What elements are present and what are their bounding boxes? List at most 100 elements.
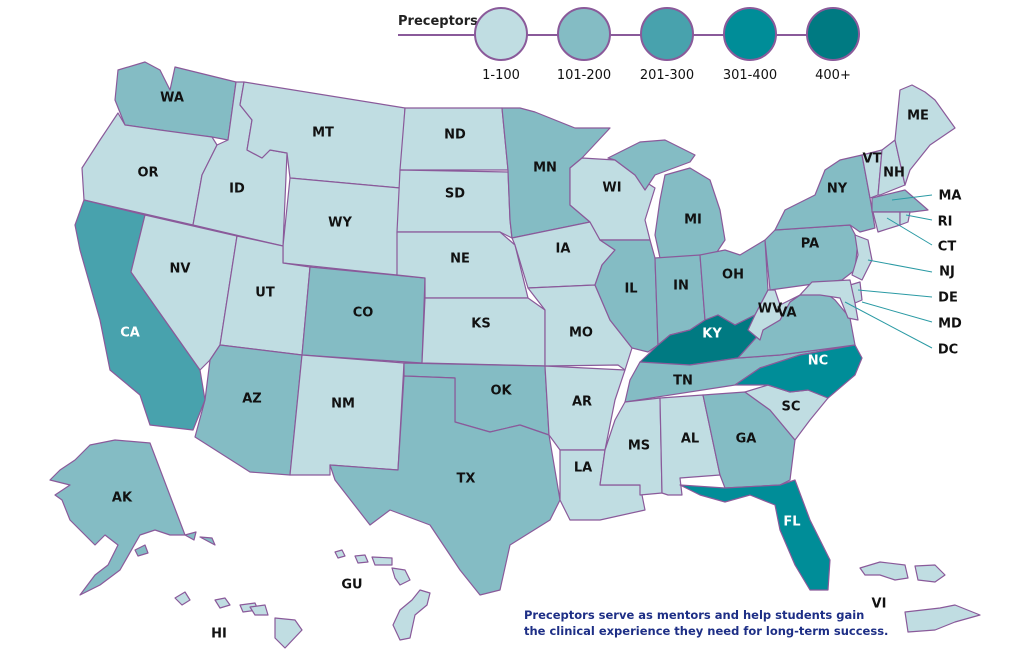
label-MT: MT [312, 126, 334, 141]
ak-aleutian-2 [199, 536, 216, 546]
state-VI[interactable] [904, 604, 981, 633]
label-WI: WI [602, 181, 621, 196]
label-TX: TX [457, 472, 476, 487]
label-VA: VA [777, 306, 796, 321]
vi-island-1 [859, 561, 909, 581]
leader-line-CT [886, 217, 933, 246]
label-KY: KY [702, 327, 722, 342]
state-RI[interactable] [899, 211, 911, 226]
state-WY[interactable] [282, 177, 401, 276]
label-TN: TN [673, 374, 693, 389]
state-MD[interactable] [799, 279, 859, 321]
state-IL[interactable] [594, 239, 659, 353]
label-LA: LA [574, 461, 592, 476]
label-ID: ID [229, 182, 245, 197]
label-GA: GA [736, 432, 757, 447]
label-IL: IL [624, 282, 637, 297]
state-NY[interactable] [774, 154, 876, 233]
label-SC: SC [782, 400, 801, 415]
label-CO: CO [353, 306, 374, 321]
hi-island-4 [249, 604, 269, 616]
legend-swatch-1-100 [474, 7, 528, 61]
label-MI: MI [684, 213, 702, 228]
state-GU[interactable] [392, 589, 431, 641]
label-CA: CA [120, 326, 140, 341]
leader-line-DC [844, 301, 933, 349]
state-NM[interactable] [289, 354, 405, 476]
legend-label-301-400: 301-400 [722, 68, 778, 83]
caption-line-1: Preceptors serve as mentors and help stu… [524, 608, 865, 622]
label-HI: HI [211, 627, 227, 642]
leader-line-NJ [867, 259, 933, 273]
legend-swatch-201-300 [640, 7, 694, 61]
legend-swatch-101-200 [557, 7, 611, 61]
hi-island-2 [214, 597, 231, 609]
gu-island-3 [371, 556, 393, 566]
label-AR: AR [572, 395, 592, 410]
label-WY: WY [328, 216, 352, 231]
label-MA: MA [939, 189, 962, 204]
label-AL: AL [681, 432, 699, 447]
label-SD: SD [445, 187, 465, 202]
leader-line-MD [861, 301, 933, 323]
state-TX[interactable] [329, 375, 561, 596]
label-VT: VT [863, 152, 882, 167]
state-ME[interactable] [894, 84, 956, 186]
label-MN: MN [533, 161, 557, 176]
label-PA: PA [801, 237, 819, 252]
label-IN: IN [673, 279, 689, 294]
state-CT[interactable] [872, 211, 901, 233]
label-RI: RI [938, 215, 953, 230]
label-NV: NV [170, 262, 191, 277]
gu-island-2 [354, 554, 369, 564]
state-KS[interactable] [421, 297, 546, 367]
legend-label-101-200: 101-200 [556, 68, 612, 83]
state-HI[interactable] [274, 617, 303, 649]
label-NC: NC [808, 354, 828, 369]
leader-line-MA [891, 194, 933, 201]
label-MO: MO [569, 326, 593, 341]
hi-island-1 [174, 591, 191, 606]
label-GU: GU [341, 578, 362, 593]
label-NJ: NJ [939, 265, 955, 280]
gu-island-1 [334, 549, 346, 559]
ak-aleutian-1 [184, 531, 197, 541]
legend-swatch-301-400 [723, 7, 777, 61]
label-WA: WA [160, 91, 184, 106]
state-SD[interactable] [396, 169, 513, 239]
label-DC: DC [938, 343, 958, 358]
state-MA[interactable] [871, 189, 929, 213]
label-OH: OH [722, 268, 744, 283]
leader-line-RI [905, 214, 933, 221]
legend-connector-line [398, 34, 838, 36]
state-NC[interactable] [734, 344, 863, 399]
state-WI[interactable] [569, 157, 656, 241]
label-WV: WV [758, 302, 782, 317]
state-FL[interactable] [679, 479, 831, 591]
label-OR: OR [137, 166, 158, 181]
label-AK: AK [112, 491, 133, 506]
state-AZ[interactable] [194, 344, 303, 476]
label-DE: DE [938, 291, 958, 306]
label-UT: UT [255, 286, 275, 301]
legend-label-1-100: 1-100 [482, 68, 520, 83]
state-NH[interactable] [877, 139, 906, 196]
label-CT: CT [938, 240, 957, 255]
state-MI[interactable] [607, 139, 696, 191]
label-MD: MD [938, 317, 962, 332]
caption-line-2: the clinical experience they need for lo… [524, 624, 889, 638]
label-NH: NH [883, 166, 905, 181]
state-NJ[interactable] [851, 234, 873, 281]
legend-label-201-300: 201-300 [639, 68, 695, 83]
label-AZ: AZ [242, 392, 262, 407]
state-AK[interactable] [49, 439, 186, 596]
label-MS: MS [628, 439, 650, 454]
label-ME: ME [907, 109, 929, 124]
vi-island-2 [914, 564, 946, 583]
label-KS: KS [471, 317, 490, 332]
state-MI-lower[interactable] [654, 167, 726, 259]
label-NY: NY [827, 182, 848, 197]
legend-title: Preceptors [398, 14, 478, 29]
caption: Preceptors serve as mentors and help stu… [524, 607, 888, 639]
